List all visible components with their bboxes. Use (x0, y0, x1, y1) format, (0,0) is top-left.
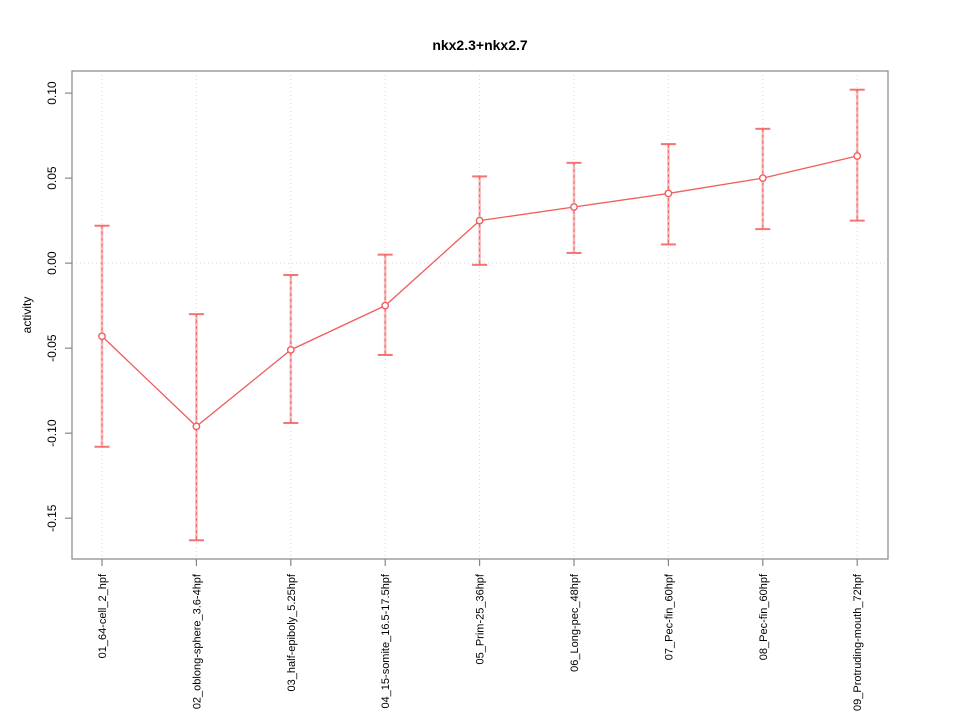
x-tick-label: 04_15-somite_16.5-17.5hpf (380, 573, 392, 708)
y-tick-label: -0.10 (45, 419, 59, 447)
x-tick-label: 01_64-cell_2_hpf (97, 573, 109, 658)
data-point-marker (570, 203, 578, 211)
data-point-marker (664, 189, 673, 198)
data-point-marker (758, 174, 767, 183)
x-tick-label: 09_Protruding-mouth_72hpf (852, 573, 864, 711)
x-tick-label: 03_half-epiboly_5.25hpf (286, 573, 298, 691)
y-tick-label: 0.10 (45, 81, 59, 105)
x-tick-label: 05_Prim-25_36hpf (475, 573, 487, 664)
y-tick-label: 0.05 (45, 166, 59, 190)
x-tick-label: 02_oblong-sphere_3.6-4hpf (191, 573, 203, 709)
x-tick-label: 08_Pec-fin_60hpf (758, 573, 770, 660)
data-point-marker (853, 152, 862, 160)
data-point-marker (381, 301, 390, 310)
data-point-marker (192, 422, 201, 431)
y-tick-label: -0.15 (45, 504, 59, 532)
y-tick-label: -0.05 (45, 334, 59, 362)
data-point-marker (475, 216, 484, 225)
chart-title: nkx2.3+nkx2.7 (432, 37, 528, 53)
x-tick-label: 06_Long-pec_48hpf (569, 573, 581, 672)
y-tick-label: 0.00 (45, 251, 59, 275)
x-tick-label: 07_Pec-fin_60hpf (663, 573, 675, 660)
data-point-marker (286, 345, 295, 354)
data-point-marker (98, 332, 106, 341)
